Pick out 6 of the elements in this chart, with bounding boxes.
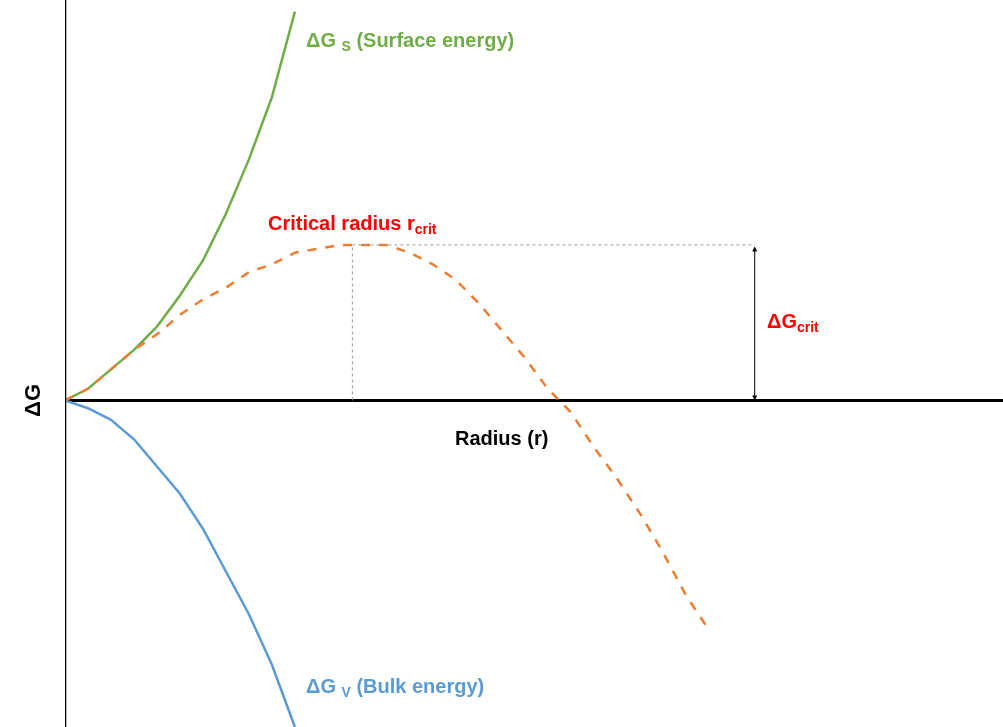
- x-axis-title: Radius (r): [455, 427, 549, 449]
- annotation: Critical radius r$_{crit}$: [268, 212, 437, 238]
- annotation: ΔG$_{crit}$: [767, 310, 820, 336]
- series-label: ΔG $_{S}$ (Surface energy): [306, 29, 515, 55]
- series-label: ΔG $_{V}$ (Bulk energy): [306, 675, 485, 701]
- y-axis-title: ΔG: [20, 383, 46, 417]
